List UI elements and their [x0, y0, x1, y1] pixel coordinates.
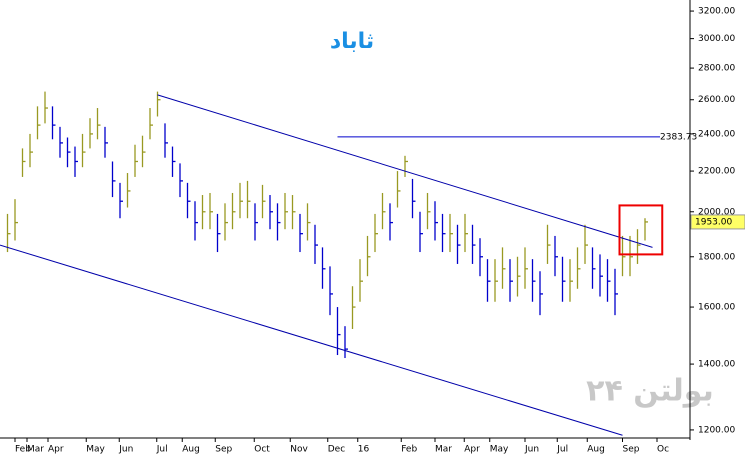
y-tick-label: 2000.00: [698, 207, 735, 217]
x-tick-label: Apr: [48, 445, 64, 455]
trend-line: [157, 94, 653, 248]
x-tick-label: Sep: [215, 445, 232, 455]
y-tick-label: 1800.00: [698, 252, 735, 262]
trend-line: [0, 244, 623, 436]
y-tick-label: 2600.00: [698, 95, 735, 105]
y-tick-label: 1200.00: [698, 425, 735, 435]
x-tick-label: Mar: [27, 445, 44, 455]
y-tick-label: 1600.00: [698, 303, 735, 313]
highlight-box: [618, 204, 664, 256]
x-tick-label: Aug: [587, 445, 605, 455]
y-tick-label: 1400.00: [698, 360, 735, 370]
x-tick-label: Jul: [156, 445, 168, 455]
y-tick-label: 2200.00: [698, 167, 735, 177]
y-tick-label: 2800.00: [698, 64, 735, 74]
watermark: بولتن ۲۴: [586, 374, 714, 409]
x-tick-label: Apr: [464, 445, 480, 455]
x-tick-label: Jun: [118, 445, 133, 455]
x-tick-label: Jun: [524, 445, 539, 455]
x-tick-label: Feb: [15, 445, 31, 455]
x-tick-label: Sep: [623, 445, 640, 455]
x-tick-label: Feb: [401, 445, 417, 455]
x-tick-label: Oct: [254, 445, 270, 455]
x-tick-label: Nov: [290, 445, 308, 455]
y-tick-label: 2400.00: [698, 129, 735, 139]
x-tick-label: Jul: [556, 445, 568, 455]
y-tick-label: 3000.00: [698, 34, 735, 44]
x-tick-label: Oc: [657, 445, 669, 455]
x-tick-label: 16: [358, 445, 370, 455]
x-tick-label: Dec: [328, 445, 345, 455]
x-tick-label: May: [86, 445, 105, 455]
x-tick-label: May: [490, 445, 509, 455]
last-price-label: 1953.00: [695, 217, 732, 227]
x-tick-label: Aug: [182, 445, 200, 455]
last-price-box: [690, 214, 745, 230]
x-tick-label: Mar: [435, 445, 452, 455]
y-tick-label: 3200.00: [698, 7, 735, 17]
level-label: 2383.73: [660, 132, 697, 142]
chart-title: ثاباد: [330, 29, 374, 54]
